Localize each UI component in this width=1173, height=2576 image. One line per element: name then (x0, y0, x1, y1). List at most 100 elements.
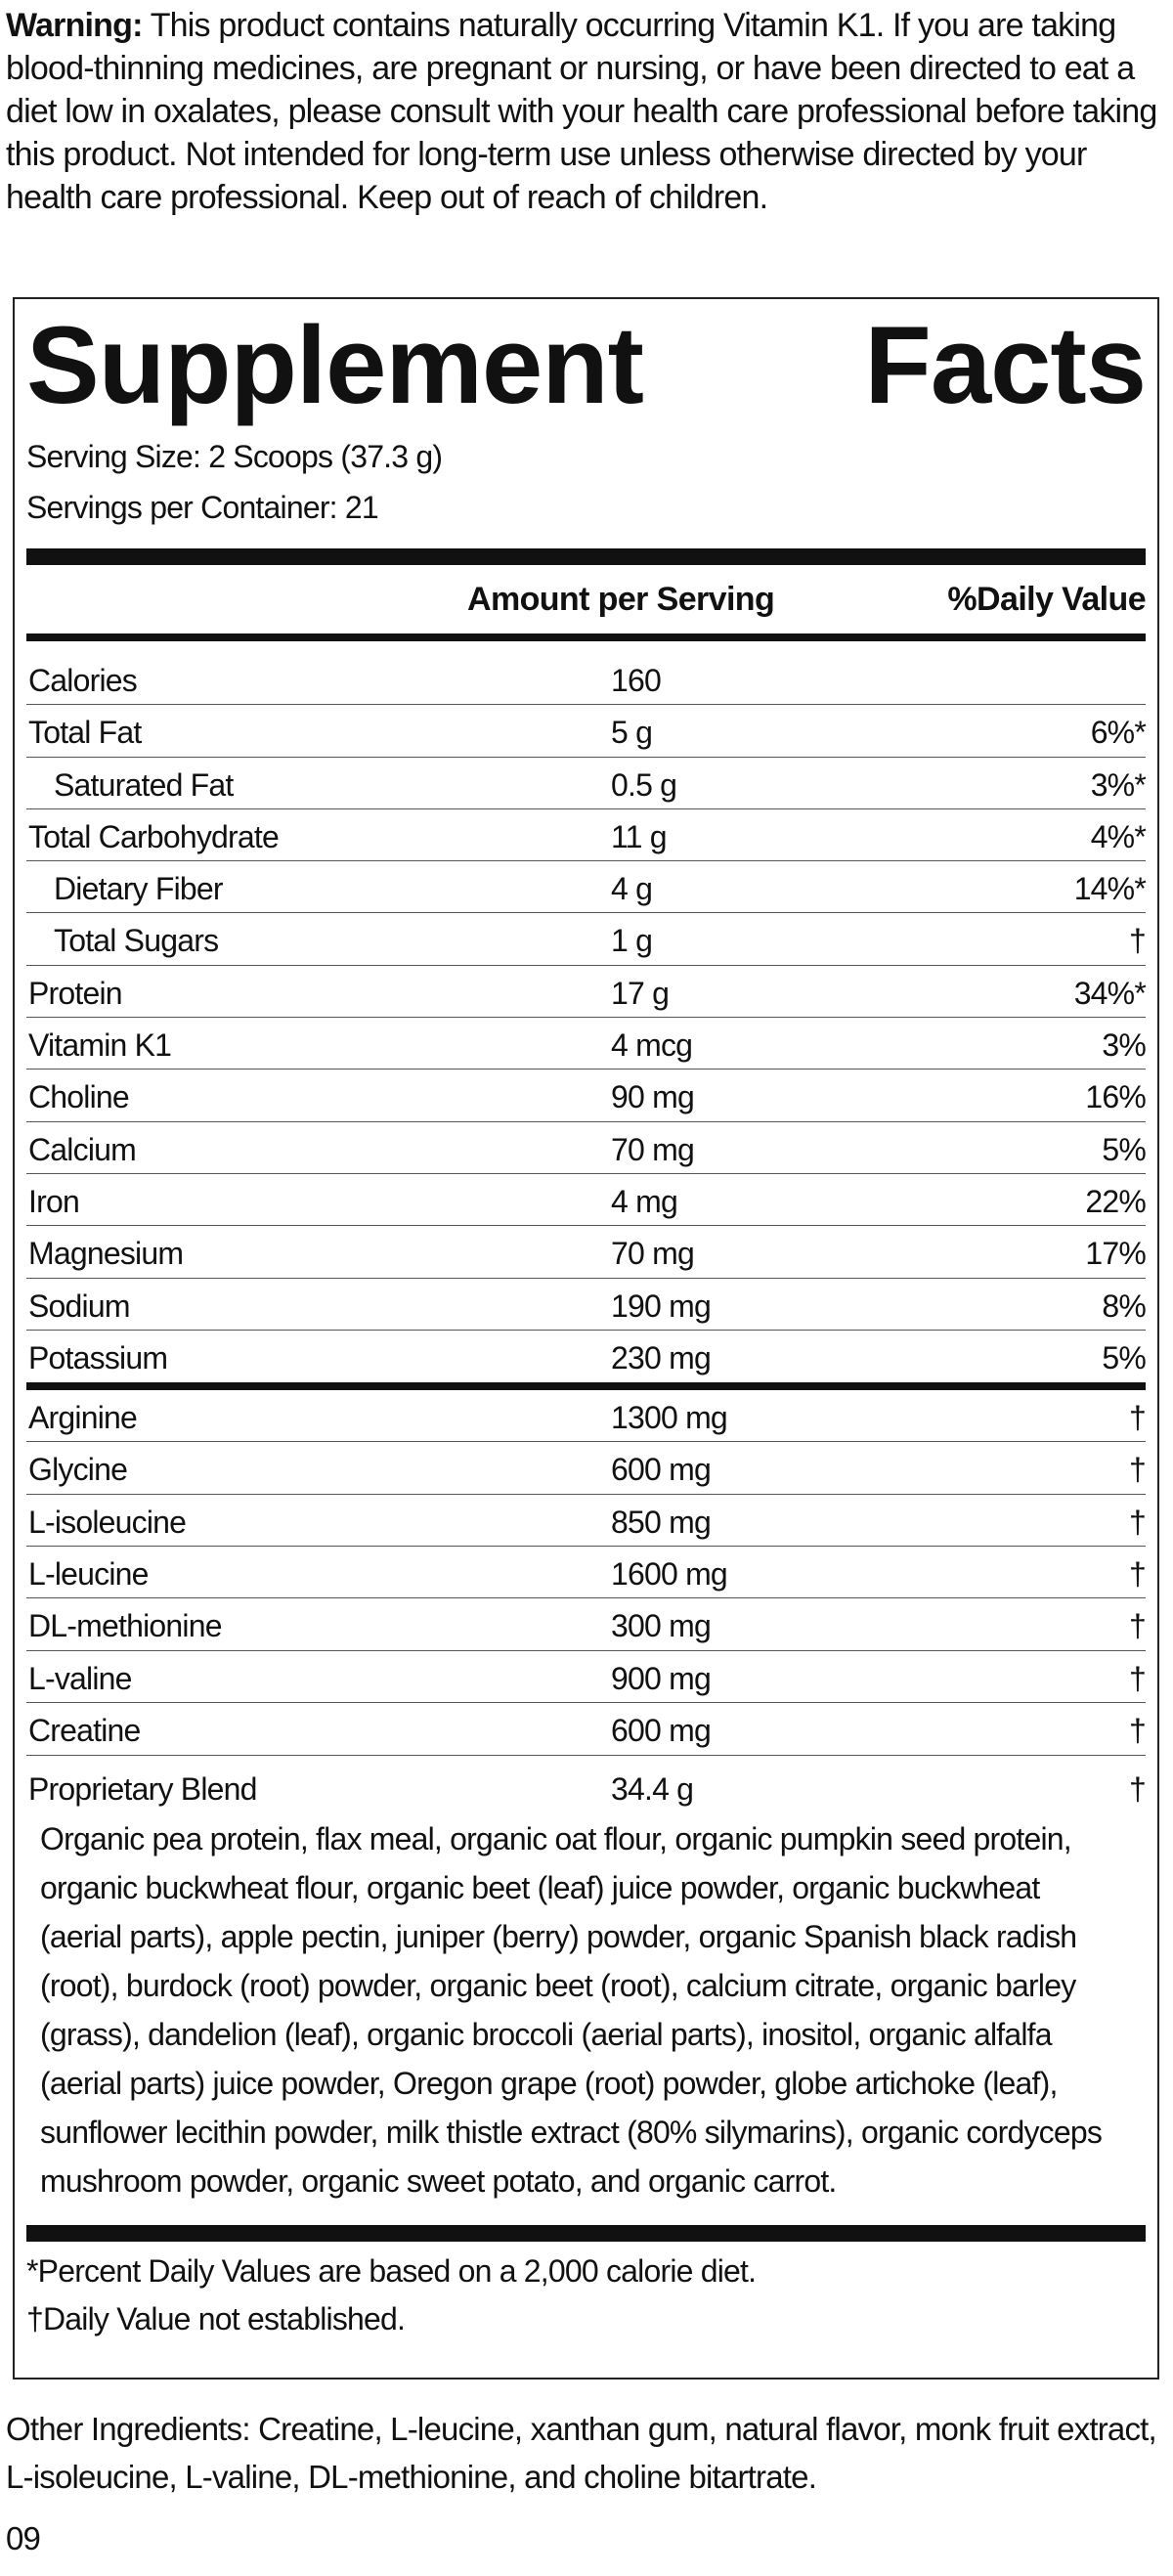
amount: 70 mg (611, 1131, 695, 1167)
amount: 1 g (611, 923, 653, 959)
nutrient-name: L-leucine (28, 1556, 149, 1593)
nutrient-name: Saturated Fat (54, 766, 234, 803)
amount: 34.4 g (611, 1771, 694, 1808)
daily-value: † (1129, 1608, 1147, 1644)
nutrient-name: Vitamin K1 (28, 1027, 172, 1064)
fact-row: Magnesium 70 mg 17% (26, 1226, 1147, 1279)
footnote: *Percent Daily Values are based on a 2,0… (26, 2252, 757, 2289)
fact-row: Creatine 600 mg † (26, 1703, 1147, 1755)
amount-header: Amount per Serving (467, 581, 775, 618)
daily-value: 6%* (1090, 715, 1147, 751)
fact-row: Saturated Fat 0.5 g 3%* (26, 758, 1147, 809)
amount: 300 mg (611, 1608, 712, 1644)
daily-value: 17% (1085, 1236, 1146, 1272)
facts-title: Supplement Facts (26, 304, 1147, 426)
amount: 900 mg (611, 1660, 712, 1696)
nutrient-name: L-isoleucine (28, 1504, 187, 1540)
amount: 90 mg (611, 1079, 695, 1115)
fact-row: Calories 160 (26, 653, 1146, 706)
nutrient-name: Glycine (28, 1452, 128, 1488)
amount: 850 mg (611, 1504, 712, 1540)
other-ingredients: Other Ingredients: Creatine, L-leucine, … (6, 2411, 1157, 2495)
daily-value: 14%* (1073, 871, 1147, 907)
daily-value: † (1129, 1452, 1147, 1488)
amount: 600 mg (611, 1452, 712, 1488)
warning: Warning: This product contains naturally… (6, 4, 1164, 219)
nutrient-name: Creatine (28, 1712, 141, 1748)
daily-value: 5% (1102, 1339, 1146, 1375)
amount: 160 (611, 663, 662, 698)
daily-value: 5% (1102, 1131, 1146, 1167)
nutrient-name: Choline (28, 1079, 130, 1115)
nutrient-name: DL-methionine (28, 1608, 223, 1644)
nutrient-name: Total Carbohydrate (28, 818, 280, 854)
amount: 230 mg (611, 1339, 712, 1375)
nutrient-name: Potassium (28, 1339, 168, 1375)
fact-row: Vitamin K1 4 mcg 3% (26, 1018, 1147, 1070)
nutrient-name: Total Fat (28, 715, 142, 751)
nutrient-name: Sodium (28, 1288, 131, 1324)
daily-value: † (1129, 1771, 1147, 1808)
nutrient-name: Protein (28, 975, 123, 1011)
blend: Proprietary Blend 34.4 g † (26, 1755, 1147, 1813)
warning-label: Warning: (6, 7, 143, 44)
daily-value: † (1129, 1660, 1147, 1696)
blend-ingredients: Organic pea protein, flax meal, organic … (40, 1820, 1103, 2199)
amount: 17 g (611, 975, 670, 1011)
nutrient-rows: Calories 160 Total Fat 5 g 6%* Saturated Fat 0… (26, 641, 1147, 1382)
fact-row: Iron 4 mg 22% (26, 1174, 1147, 1227)
fact-row: L-isoleucine 850 mg † (26, 1495, 1147, 1548)
fact-row: Dietary Fiber 4 g 14%* (26, 861, 1147, 914)
amount: 5 g (611, 715, 653, 751)
fact-row: Choline 90 mg 16% (26, 1070, 1147, 1122)
amount: 1300 mg (611, 1400, 728, 1436)
code: 09 (6, 2520, 41, 2556)
other-rows: Arginine 1300 mg † Glycine 600 mg † L-isoleuci… (26, 1390, 1147, 1755)
daily-value: 34%* (1073, 975, 1147, 1011)
daily-value: 8% (1102, 1288, 1146, 1324)
nutrient-name: Total Sugars (54, 923, 219, 959)
fact-row: Protein 17 g 34%* (26, 966, 1147, 1019)
serving-size: Serving Size: 2 Scoops (37.3 g) (26, 439, 443, 474)
nutrient-name: Iron (28, 1183, 80, 1219)
footnote: †Daily Value not established. (26, 2300, 406, 2336)
nutrient-name: Arginine (28, 1400, 138, 1436)
fact-row: L-leucine 1600 mg † (26, 1547, 1147, 1599)
daily-value: 4%* (1090, 818, 1147, 854)
column-header: Amount per Serving %Daily Value (26, 565, 1147, 633)
daily-value: † (1129, 1712, 1147, 1748)
dv-header: %Daily Value (947, 581, 1146, 618)
daily-value: 3% (1102, 1027, 1146, 1064)
footnotes: *Percent Daily Values are based on a 2,0… (26, 2242, 1146, 2343)
nutrient-name: Magnesium (28, 1236, 184, 1272)
fact-row: L-valine 900 mg † (26, 1651, 1147, 1703)
divider (26, 2224, 1146, 2242)
daily-value: 22% (1085, 1183, 1146, 1219)
amount: 4 mcg (611, 1027, 693, 1064)
nutrient-name: L-valine (28, 1660, 132, 1696)
daily-value: † (1129, 923, 1147, 959)
fact-row: DL-methionine 300 mg † (26, 1598, 1147, 1651)
amount: 70 mg (611, 1236, 695, 1272)
amount: 4 g (611, 871, 653, 907)
fact-row: Calcium 70 mg 5% (26, 1122, 1147, 1174)
fact-row: Arginine 1300 mg † (26, 1390, 1147, 1443)
fact-row: Proprietary Blend 34.4 g † (26, 1762, 1147, 1813)
divider (26, 1382, 1146, 1391)
nutrient-name: Dietary Fiber (54, 871, 224, 907)
fact-row: Total Sugars 1 g † (26, 913, 1147, 966)
amount: 11 g (611, 818, 668, 854)
nutrient-name: Calories (28, 663, 138, 698)
supplement-facts: Supplement Facts Serving Size: 2 Scoops … (13, 297, 1159, 2380)
daily-value: † (1129, 1504, 1147, 1540)
fact-row: Total Carbohydrate 11 g 4%* (26, 809, 1147, 862)
daily-value: † (1129, 1556, 1147, 1593)
amount: 1600 mg (611, 1556, 728, 1593)
daily-value: † (1129, 1400, 1147, 1436)
amount: 0.5 g (611, 766, 677, 803)
divider (26, 548, 1146, 565)
fact-row: Glycine 600 mg † (26, 1442, 1147, 1495)
fact-row: Total Fat 5 g 6%* (26, 705, 1147, 758)
warning-text: This product contains naturally occurrin… (6, 7, 1157, 216)
